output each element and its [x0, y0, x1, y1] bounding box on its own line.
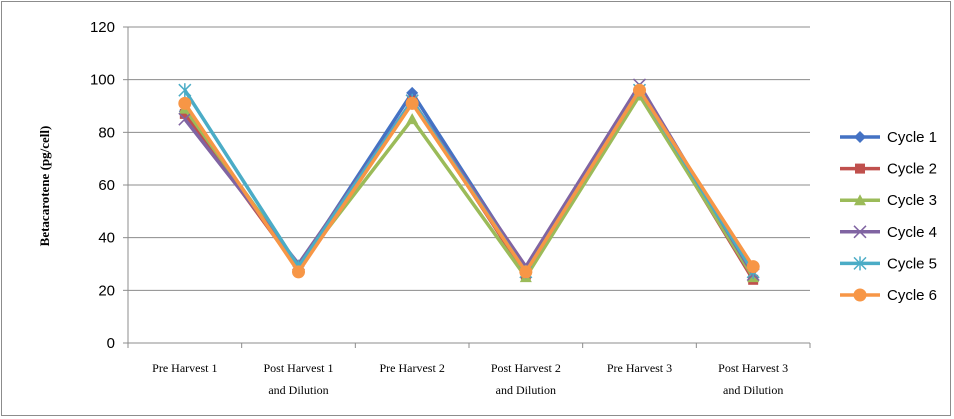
legend: Cycle 1 Cycle 2 Cycle 3 Cycle 4 Cycle 5 Cycle…: [840, 129, 937, 304]
axes: [123, 26, 811, 348]
legend-label: Cycle 6: [887, 287, 937, 304]
triangle-marker: [854, 194, 866, 206]
x-marker-stroke: [178, 112, 192, 126]
legend-label: Cycle 5: [887, 255, 937, 272]
y-tick-label: 60: [98, 177, 115, 194]
x-tick-label: Pre Harvest 2: [380, 361, 445, 375]
x-tick-label: Pre Harvest 3: [607, 361, 672, 375]
legend-label: Cycle 2: [887, 161, 937, 178]
legend-label: Cycle 4: [887, 224, 937, 241]
y-tick-label: 40: [98, 230, 115, 247]
data-point: [178, 83, 192, 98]
legend-item: Cycle 1: [840, 129, 937, 146]
data-point: [519, 265, 533, 279]
y-tick-labels: 0 20 40 60 80 100 120: [90, 19, 115, 352]
x-tick-label: Post Harvest 1: [264, 361, 334, 375]
star-marker: [853, 256, 867, 271]
legend-label: Cycle 3: [887, 192, 937, 209]
data-point: [406, 113, 419, 125]
x-marker: [853, 225, 867, 239]
x-tick-label: and Dilution: [268, 383, 328, 397]
legend-item: Cycle 2: [840, 161, 937, 178]
series-lines: [178, 78, 760, 285]
y-axis-title: Betacarotene (pg/cell): [37, 126, 52, 247]
x-tick-label: and Dilution: [723, 383, 783, 397]
data-point: [633, 83, 646, 97]
series-line: [183, 88, 755, 274]
x-tick-labels: Pre Harvest 1 Post Harvest 1 and Dilution P…: [152, 361, 788, 397]
legend-item: Cycle 4: [840, 224, 937, 241]
data-point: [178, 96, 192, 110]
y-tick-label: 120: [90, 19, 115, 36]
diamond-marker: [854, 131, 866, 143]
data-point: [746, 260, 760, 274]
circle-marker: [853, 288, 867, 302]
y-tick-label: 20: [98, 282, 115, 299]
x-marker-stroke: [853, 225, 867, 239]
data-point: [405, 96, 419, 110]
x-tick-label: Post Harvest 3: [718, 361, 788, 375]
series-cycle-6: [178, 83, 760, 279]
y-tick-label: 80: [98, 124, 115, 141]
legend-item: Cycle 6: [840, 287, 937, 304]
data-point: [292, 265, 305, 279]
x-tick-label: Pre Harvest 1: [152, 361, 217, 375]
square-marker: [855, 163, 865, 174]
legend-label: Cycle 1: [887, 129, 937, 146]
y-tick-label: 100: [90, 72, 115, 89]
data-point: [179, 108, 190, 119]
y-tick-label: 0: [107, 335, 115, 352]
data-point: [178, 112, 192, 126]
x-tick-label: Post Harvest 2: [491, 361, 561, 375]
legend-item: Cycle 5: [840, 255, 937, 272]
x-tick-label: and Dilution: [496, 383, 556, 397]
legend-item: Cycle 3: [840, 192, 937, 209]
